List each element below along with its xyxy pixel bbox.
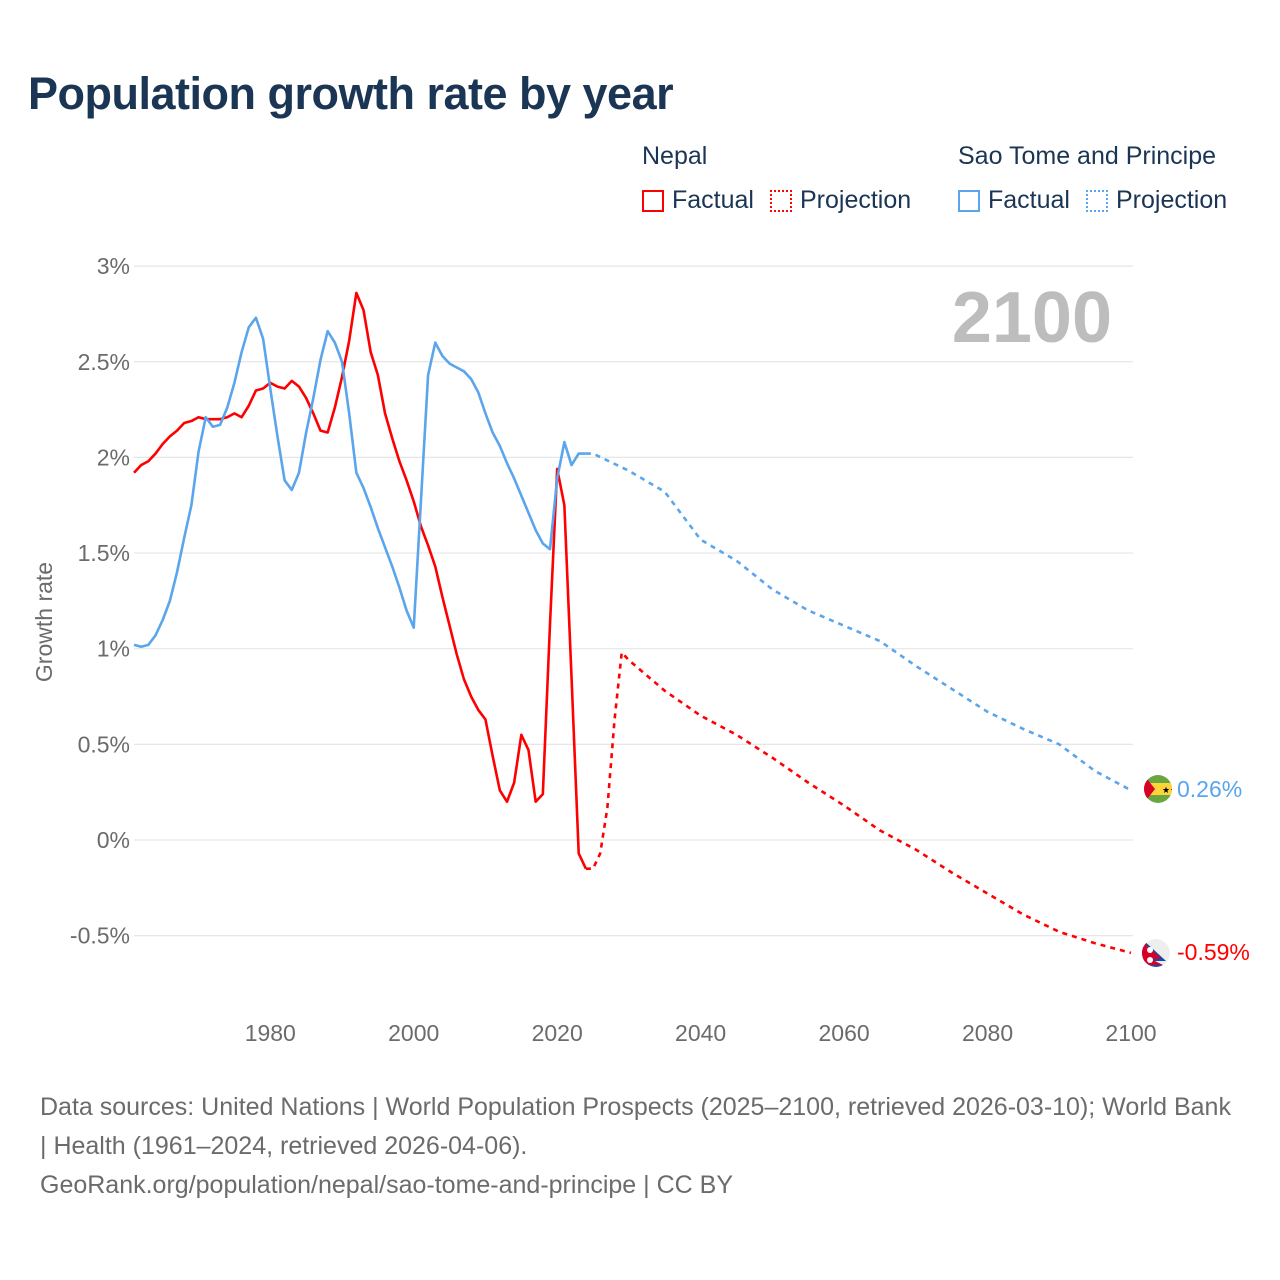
y-tick-label: 0.5% — [78, 731, 130, 757]
legend-nepal-factual[interactable]: Factual — [642, 186, 754, 215]
nepal-end-value: -0.59% — [1177, 939, 1250, 965]
nepal-factual-line — [133, 291, 588, 870]
legend-label: Factual — [988, 186, 1070, 214]
svg-text:★★: ★★ — [1162, 785, 1178, 795]
dotted-swatch-icon — [769, 189, 792, 212]
legend-sao-tome-factual[interactable]: Factual — [958, 186, 1070, 215]
y-axis-label: Growth rate — [31, 562, 57, 682]
x-tick-label: 2100 — [1105, 1020, 1156, 1046]
nepal-projection-line — [585, 649, 1132, 955]
sao-tome-end-value: 0.26% — [1177, 776, 1242, 802]
nepal-flag-icon — [1142, 939, 1170, 967]
y-tick-label: 1% — [97, 636, 130, 662]
x-tick-label: 2060 — [819, 1020, 870, 1046]
y-tick-label: 3% — [97, 253, 130, 279]
dotted-swatch-icon — [1085, 189, 1108, 212]
solid-swatch-icon — [642, 189, 664, 212]
x-tick-label: 2000 — [388, 1020, 439, 1046]
credit-link[interactable]: GeoRank.org/population/nepal/sao-tome-an… — [40, 1171, 733, 1199]
legend-group-nepal: Nepal — [642, 142, 708, 170]
y-tick-label: 0% — [97, 827, 130, 853]
legend-label: Projection — [1115, 186, 1228, 214]
solid-swatch-icon — [958, 189, 980, 212]
data-sources: Data sources: United Nations | World Pop… — [40, 1093, 1231, 1160]
sao-tome-flag-icon: ★★ — [1144, 775, 1178, 803]
x-tick-label: 2040 — [675, 1020, 726, 1046]
legend-label: Factual — [672, 186, 754, 214]
legend-group-sao-tome: Sao Tome and Principe — [958, 142, 1217, 170]
y-tick-label: 2.5% — [78, 349, 130, 375]
sao-tome-and-principe-projection-line — [585, 452, 1132, 792]
x-tick-label: 1980 — [245, 1020, 296, 1046]
y-tick-label: 1.5% — [78, 540, 130, 566]
current-year-label: 2100 — [952, 278, 1112, 358]
y-tick-label: 2% — [97, 444, 130, 470]
footer: Data sources: United Nations | World Pop… — [40, 1088, 1240, 1205]
line-chart: 3% 2.5% 2% 1.5% 1% 0.5% 0% -0.5% 1980 2000 2020 204… — [31, 253, 1250, 1046]
x-tick-label: 2080 — [962, 1020, 1013, 1046]
sao-tome-and-principe-factual-line — [133, 316, 586, 649]
legend-nepal-projection[interactable]: Projection — [769, 186, 912, 215]
y-tick-label: -0.5% — [70, 923, 130, 949]
chart-title: Population growth rate by year — [28, 68, 674, 119]
x-tick-label: 2020 — [532, 1020, 583, 1046]
legend-sao-tome-projection[interactable]: Projection — [1085, 186, 1228, 215]
legend-label: Projection — [799, 186, 912, 214]
